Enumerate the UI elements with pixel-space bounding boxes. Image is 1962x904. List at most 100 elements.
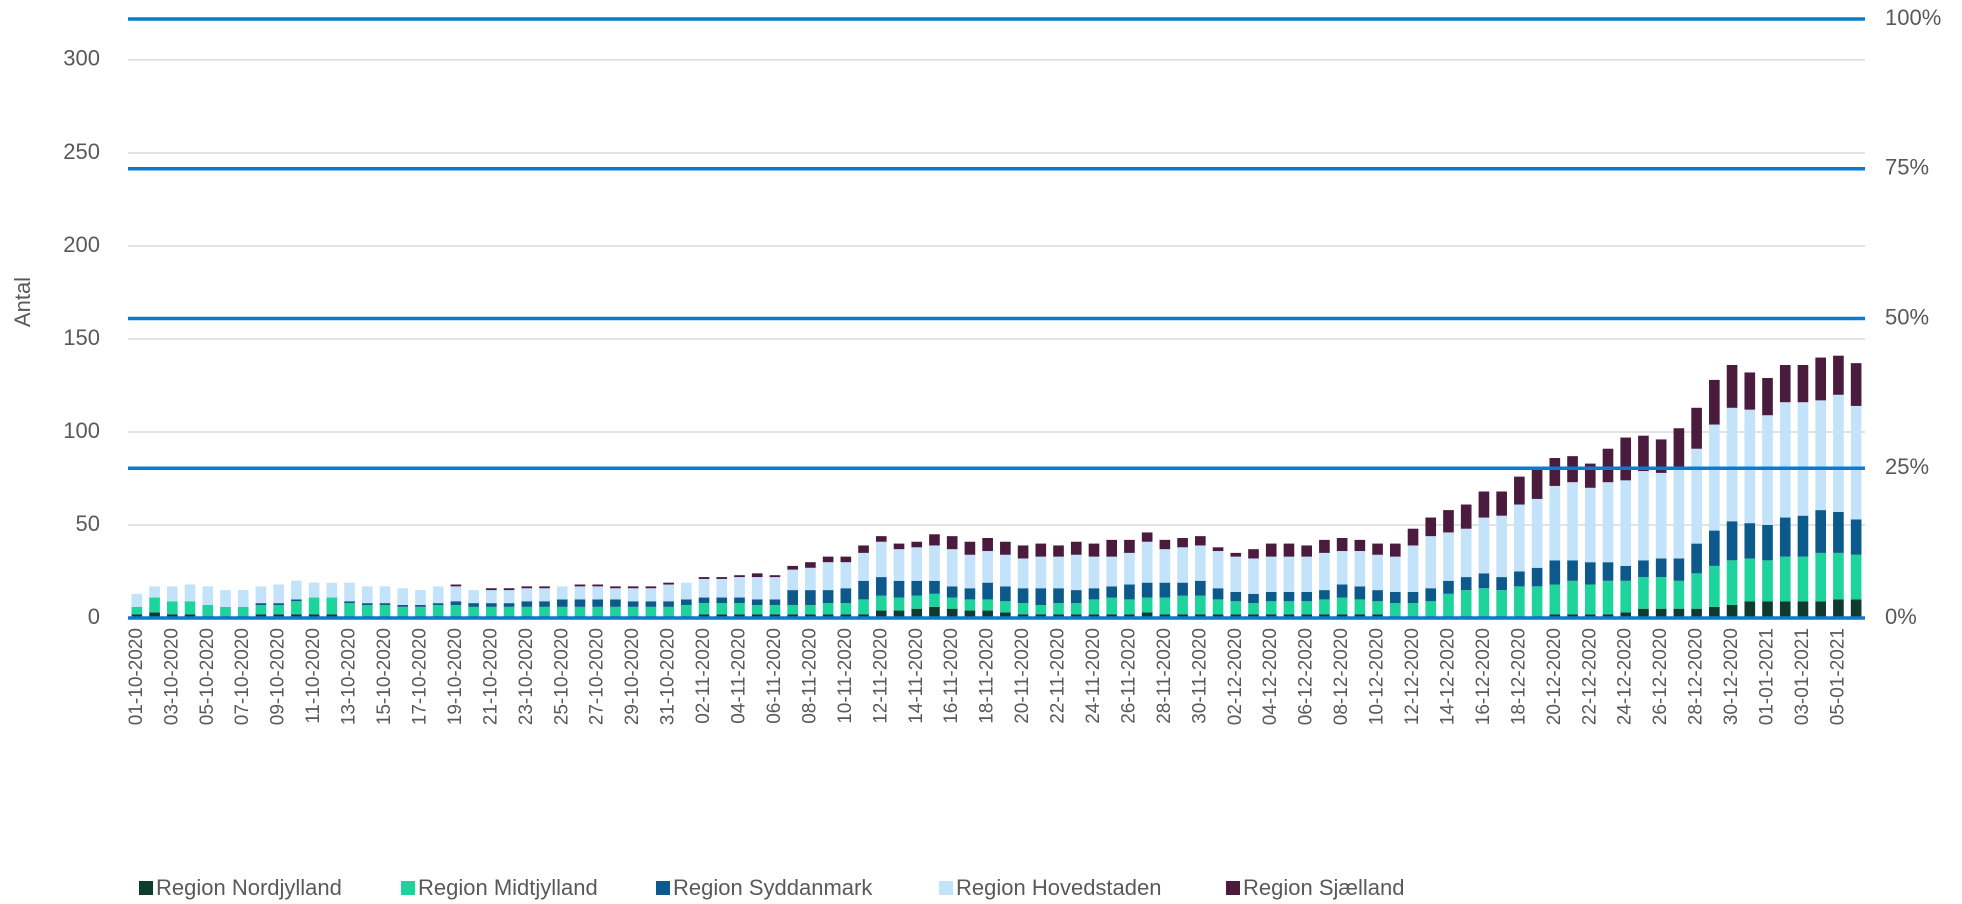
bar-segment [450, 604, 462, 617]
bar-segment [415, 590, 426, 605]
bar-segment [822, 590, 834, 604]
bar-segment [1850, 519, 1862, 555]
x-tick-label: 03-01-2021 [1792, 628, 1813, 725]
bar-segment [1000, 601, 1011, 613]
bar-segment [1159, 539, 1171, 550]
bar-segment [1460, 577, 1472, 591]
bar-segment [1496, 590, 1507, 617]
bar-segment [397, 604, 409, 607]
bar-segment [946, 536, 958, 550]
bar-segment [1673, 558, 1685, 581]
bar-segment [875, 610, 887, 618]
bar-segment [131, 614, 143, 618]
bar-segment [769, 599, 781, 605]
bar-segment [1726, 604, 1738, 618]
bar-segment [1638, 577, 1649, 609]
bar-segment [681, 582, 692, 600]
bar-segment [627, 606, 639, 617]
bar-segment [1602, 580, 1614, 615]
bar-segment [1673, 428, 1685, 470]
bar-segment [734, 577, 745, 598]
bar-segment [1053, 556, 1064, 589]
x-tick-label: 28-12-2020 [1686, 628, 1707, 725]
bar-segment [1726, 560, 1738, 605]
bar-segment [468, 590, 479, 604]
bar-segment [929, 580, 940, 594]
bar-segment [149, 586, 160, 598]
bar-segment [521, 586, 533, 589]
bar-segment [964, 599, 976, 611]
bar-segment [1159, 614, 1171, 618]
bar-segment [1797, 402, 1809, 516]
bar-segment [556, 599, 568, 607]
bar-segment [893, 610, 905, 618]
bar-segment [592, 586, 604, 600]
bar-segment [1230, 591, 1242, 602]
x-tick-label: 19-10-2020 [445, 628, 466, 725]
legend-label: Region Midtjylland [418, 875, 598, 900]
bar-segment [1549, 614, 1561, 618]
bar-segment [1195, 545, 1206, 581]
bar-segment [220, 590, 231, 607]
bar-segment [1070, 603, 1082, 615]
x-tick-label: 14-12-2020 [1437, 628, 1458, 725]
bar-segment [432, 603, 444, 605]
bar-segment [1496, 491, 1507, 516]
bar-segment [751, 604, 763, 615]
bar-segment [982, 538, 993, 552]
bar-segment [734, 597, 745, 604]
y2-tick-label: 75% [1885, 155, 1929, 180]
x-tick-label: 02-12-2020 [1225, 628, 1246, 725]
bar-segment [1354, 539, 1366, 552]
bar-segment [1124, 539, 1135, 553]
x-tick-label: 05-01-2021 [1827, 628, 1848, 725]
bar-segment [1815, 400, 1827, 511]
bar-segment [379, 604, 391, 617]
bar-segment [326, 582, 338, 598]
bar-segment [1602, 448, 1614, 483]
bar-segment [1195, 595, 1206, 615]
bar-segment [486, 606, 497, 617]
bar-segment [503, 588, 515, 591]
bar-segment [627, 601, 639, 607]
bar-segment [1673, 580, 1685, 609]
bar-segment [184, 601, 196, 615]
bar-segment [1797, 556, 1809, 602]
bar-segment [1159, 549, 1171, 583]
bar-segment [663, 582, 674, 585]
bar-segment [273, 603, 284, 605]
bar-segment [645, 588, 657, 602]
bar-segment [875, 577, 887, 596]
bar-segment [503, 603, 515, 607]
bar-segment [1283, 543, 1295, 557]
bar-segment [893, 580, 905, 598]
bar-segment [911, 547, 923, 581]
bar-segment [1496, 515, 1507, 578]
bar-segment [397, 588, 409, 605]
bar-segment [1141, 532, 1153, 542]
x-tick-label: 04-11-2020 [729, 628, 750, 724]
bar-segment [592, 584, 604, 587]
bar-segment [1336, 551, 1348, 585]
bar-segment [273, 584, 284, 604]
x-tick-label: 24-12-2020 [1615, 628, 1636, 725]
bar-segment [893, 543, 905, 550]
bar-segment [1443, 532, 1454, 581]
x-tick-label: 06-12-2020 [1296, 628, 1317, 725]
bar-segment [769, 575, 781, 578]
bar-segment [1709, 379, 1720, 425]
x-tick-label: 06-11-2020 [764, 628, 785, 724]
bar-segment [1815, 601, 1827, 618]
bar-segment [1319, 539, 1330, 553]
bar-segment [805, 614, 816, 618]
bar-segment [1620, 565, 1632, 581]
bar-segment [1248, 614, 1259, 618]
bar-segment [645, 586, 657, 589]
bar-segment [858, 614, 869, 618]
bar-segment [1354, 599, 1366, 615]
bar-segment [751, 573, 763, 578]
bar-segment [875, 541, 887, 578]
bar-segment [1655, 472, 1667, 559]
bar-segment [1106, 597, 1118, 615]
bar-segment [946, 586, 958, 598]
